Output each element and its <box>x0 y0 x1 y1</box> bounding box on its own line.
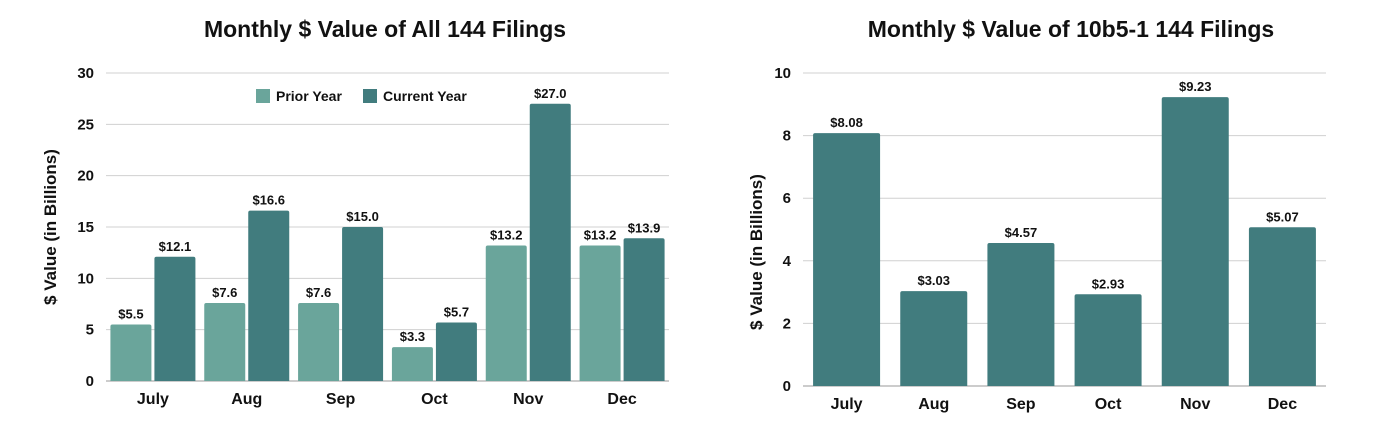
data-labels: $5.5 $12.1 $7.6 $16.6 $7.6 $15.0 $3.3 $5.7 $13.2… <box>118 86 660 344</box>
legend-swatch-prior-year <box>256 89 270 103</box>
data-label-series-aug: $3.03 <box>917 273 950 288</box>
bar-prior-year-aug <box>204 302 246 381</box>
data-label-series-sep: $4.57 <box>1005 225 1038 240</box>
chart-all-144-filings: Monthly $ Value of All 144 Filings $ Val… <box>41 16 669 408</box>
bar-prior-year-dec <box>579 245 621 381</box>
data-label-series-nov: $9.23 <box>1179 79 1212 94</box>
bar-series-nov <box>1161 97 1229 386</box>
bar-series-july <box>813 133 881 386</box>
x-axis-ticks: July Aug Sep Oct Nov Dec <box>831 396 1298 413</box>
x-tick-label-july: July <box>831 396 863 413</box>
bar-prior-year-sep <box>298 302 340 381</box>
bar-series-oct <box>1074 294 1142 386</box>
y-tick-label: 4 <box>783 253 792 270</box>
bar-prior-year-nov <box>485 245 527 381</box>
data-label-current-year-aug: $16.6 <box>252 193 285 208</box>
chart-title: Monthly $ Value of All 144 Filings <box>204 16 566 42</box>
bar-series-dec <box>1248 227 1316 386</box>
x-tick-label-sep: Sep <box>326 391 356 408</box>
x-tick-label-aug: Aug <box>918 396 949 413</box>
x-tick-label-oct: Oct <box>1095 396 1122 413</box>
data-labels: $8.08 $3.03 $4.57 $2.93 $9.23 $5.07 <box>830 79 1298 291</box>
legend: Prior Year Current Year <box>256 88 467 104</box>
y-tick-label: 10 <box>774 65 791 82</box>
data-label-series-oct: $2.93 <box>1092 276 1125 291</box>
y-tick-label: 0 <box>783 378 791 395</box>
data-label-current-year-nov: $27.0 <box>534 86 567 101</box>
bar-current-year-sep <box>342 227 384 381</box>
y-axis-ticks: 0 5 10 15 20 25 30 <box>77 65 94 390</box>
data-label-series-july: $8.08 <box>830 115 863 130</box>
y-tick-label: 5 <box>86 322 94 339</box>
bars <box>110 103 665 382</box>
y-tick-label: 30 <box>77 65 94 82</box>
y-tick-label: 8 <box>783 128 791 145</box>
x-tick-label-oct: Oct <box>421 391 448 408</box>
chart-title: Monthly $ Value of 10b5-1 144 Filings <box>868 16 1274 42</box>
y-axis-label: $ Value (in Billions) <box>41 149 60 305</box>
y-tick-label: 20 <box>77 168 94 185</box>
data-label-current-year-sep: $15.0 <box>346 209 379 224</box>
x-tick-label-dec: Dec <box>607 391 636 408</box>
y-axis-ticks: 0 2 4 6 8 10 <box>774 65 791 395</box>
x-tick-label-aug: Aug <box>231 391 262 408</box>
data-label-current-year-dec: $13.9 <box>628 220 661 235</box>
bar-current-year-july <box>154 256 196 381</box>
x-tick-label-july: July <box>137 391 169 408</box>
data-label-series-dec: $5.07 <box>1266 209 1299 224</box>
y-tick-label: 6 <box>783 190 791 207</box>
x-axis-ticks: July Aug Sep Oct Nov Dec <box>137 391 637 408</box>
chart-10b5-1-144-filings: Monthly $ Value of 10b5-1 144 Filings $ … <box>747 16 1326 413</box>
y-tick-label: 0 <box>86 373 94 390</box>
legend-label-prior-year: Prior Year <box>276 88 342 104</box>
data-label-current-year-oct: $5.7 <box>444 304 469 319</box>
data-label-prior-year-nov: $13.2 <box>490 227 523 242</box>
bar-current-year-nov <box>529 103 571 382</box>
bar-prior-year-oct <box>391 347 433 381</box>
bar-series-sep <box>987 242 1055 386</box>
bar-prior-year-july <box>110 324 152 381</box>
bar-current-year-dec <box>623 238 665 381</box>
x-tick-label-sep: Sep <box>1006 396 1036 413</box>
x-tick-label-dec: Dec <box>1268 396 1297 413</box>
y-axis-label: $ Value (in Billions) <box>747 174 766 330</box>
data-label-prior-year-july: $5.5 <box>118 307 143 322</box>
legend-swatch-current-year <box>363 89 377 103</box>
y-tick-label: 25 <box>77 116 94 133</box>
y-tick-label: 2 <box>783 315 791 332</box>
x-tick-label-nov: Nov <box>513 391 543 408</box>
y-tick-label: 15 <box>77 219 94 236</box>
bars <box>813 97 1316 386</box>
y-tick-label: 10 <box>77 270 94 287</box>
gridlines <box>106 72 669 382</box>
data-label-prior-year-oct: $3.3 <box>400 329 425 344</box>
bar-current-year-aug <box>248 210 290 381</box>
data-label-prior-year-aug: $7.6 <box>212 285 237 300</box>
bar-series-aug <box>900 291 968 386</box>
data-label-prior-year-sep: $7.6 <box>306 285 331 300</box>
data-label-current-year-july: $12.1 <box>159 239 192 254</box>
legend-label-current-year: Current Year <box>383 88 467 104</box>
data-label-prior-year-dec: $13.2 <box>584 227 617 242</box>
gridlines <box>803 72 1326 387</box>
bar-current-year-oct <box>435 322 477 381</box>
x-tick-label-nov: Nov <box>1180 396 1210 413</box>
